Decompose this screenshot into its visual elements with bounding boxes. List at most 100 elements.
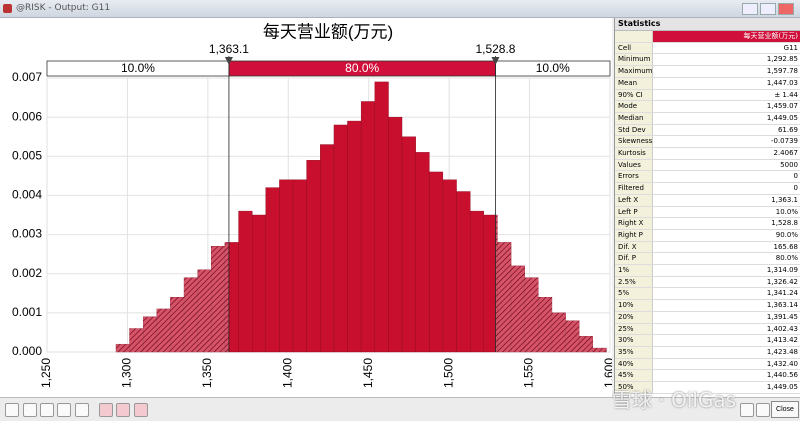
bar — [388, 117, 402, 352]
minimize-button[interactable] — [742, 3, 758, 15]
column-header: 每天营业额(万元) — [653, 31, 800, 42]
stat-label: Mean — [615, 77, 653, 89]
x-tick-label: 1,400 — [280, 358, 294, 388]
stat-value: 1,459.07 — [653, 101, 800, 113]
stat-value: 5000 — [653, 159, 800, 171]
bar — [279, 180, 293, 352]
tool-button[interactable] — [75, 403, 89, 417]
stat-label: Kurtosis — [615, 148, 653, 160]
stat-label: Cell — [615, 42, 653, 54]
y-tick-label: 0.006 — [12, 109, 42, 123]
stat-value: 80.0% — [653, 253, 800, 265]
x-tick-label: 1,500 — [441, 358, 455, 388]
stat-value: 1,402.43 — [653, 323, 800, 335]
stat-value: 1,314.09 — [653, 265, 800, 277]
stat-value: 0 — [653, 171, 800, 183]
stat-value: -0.0739 — [653, 136, 800, 148]
stat-label: Std Dev — [615, 124, 653, 136]
region-label: 10.0% — [121, 61, 155, 75]
app-icon — [3, 4, 12, 13]
stat-label: 10% — [615, 300, 653, 312]
stat-label: Right X — [615, 218, 653, 230]
stat-label: Right P — [615, 229, 653, 241]
x-tick-label: 1,450 — [361, 358, 375, 388]
stat-label: 40% — [615, 358, 653, 370]
stat-value: 1,423.48 — [653, 346, 800, 358]
x-tick-label: 1,300 — [120, 358, 134, 388]
y-tick-label: 0.003 — [12, 227, 42, 241]
bar — [320, 145, 334, 352]
close-button[interactable]: Close — [771, 401, 799, 418]
stat-value: 1,440.56 — [653, 370, 800, 382]
stat-value: 1,292.85 — [653, 54, 800, 66]
tool-button[interactable] — [23, 403, 37, 417]
tool-button[interactable] — [134, 403, 148, 417]
stat-label: 1% — [615, 265, 653, 277]
stat-row: Skewness-0.0739 — [615, 136, 800, 148]
x-tick-label: 1,350 — [200, 358, 214, 388]
maximize-button[interactable] — [760, 3, 776, 15]
tool-button[interactable] — [5, 403, 19, 417]
y-tick-label: 0.001 — [12, 305, 42, 319]
tool-button[interactable] — [756, 403, 770, 417]
stat-label: Minimum — [615, 54, 653, 66]
stat-value: 1,413.42 — [653, 335, 800, 347]
bar — [334, 125, 348, 352]
stat-label: Dif. P — [615, 253, 653, 265]
stat-label: Skewness — [615, 136, 653, 148]
y-tick-label: 0.005 — [12, 148, 42, 162]
close-window-button[interactable] — [778, 3, 794, 15]
stat-row: 35%1,423.48 — [615, 346, 800, 358]
stat-row: 90% CI± 1.44 — [615, 89, 800, 101]
stat-label: Left X — [615, 194, 653, 206]
y-tick-label: 0.004 — [12, 188, 42, 202]
stat-label: Dif. X — [615, 241, 653, 253]
stat-value: 1,447.03 — [653, 77, 800, 89]
stat-row: 2.5%1,326.42 — [615, 276, 800, 288]
delimiter-label: 1,363.1 — [209, 42, 249, 56]
tool-button[interactable] — [57, 403, 71, 417]
stat-value: 1,326.42 — [653, 276, 800, 288]
tool-button[interactable] — [99, 403, 113, 417]
stat-value: 165.68 — [653, 241, 800, 253]
y-tick-label: 0.007 — [12, 70, 42, 84]
stat-label: Filtered — [615, 183, 653, 195]
tool-button[interactable] — [116, 403, 130, 417]
stat-label: 5% — [615, 288, 653, 300]
bar — [443, 180, 457, 352]
tool-button[interactable] — [40, 403, 54, 417]
statistics-title: Statistics — [615, 18, 800, 31]
stat-label: 2.5% — [615, 276, 653, 288]
stat-row: 45%1,440.56 — [615, 370, 800, 382]
stat-label: Mode — [615, 101, 653, 113]
tool-button[interactable] — [740, 403, 754, 417]
x-tick-label: 1,600 — [602, 358, 612, 388]
bar — [457, 192, 471, 352]
x-tick-label: 1,250 — [39, 358, 53, 388]
stat-row: 1%1,314.09 — [615, 265, 800, 277]
stat-value: 2.4067 — [653, 148, 800, 160]
stat-value: 1,528.8 — [653, 218, 800, 230]
stat-value: 1,449.05 — [653, 112, 800, 124]
stat-label: 45% — [615, 370, 653, 382]
stat-row: 5%1,341.24 — [615, 288, 800, 300]
bar — [266, 188, 280, 352]
chart: 每天营业额(万元) 0.0000.0010.0020.0030.0040.005… — [0, 0, 612, 397]
stat-value: 61.69 — [653, 124, 800, 136]
y-tick-label: 0.000 — [12, 344, 42, 358]
stat-row: 40%1,432.40 — [615, 358, 800, 370]
stat-value: G11 — [653, 42, 800, 54]
stat-label: Median — [615, 112, 653, 124]
stat-label: Left P — [615, 206, 653, 218]
